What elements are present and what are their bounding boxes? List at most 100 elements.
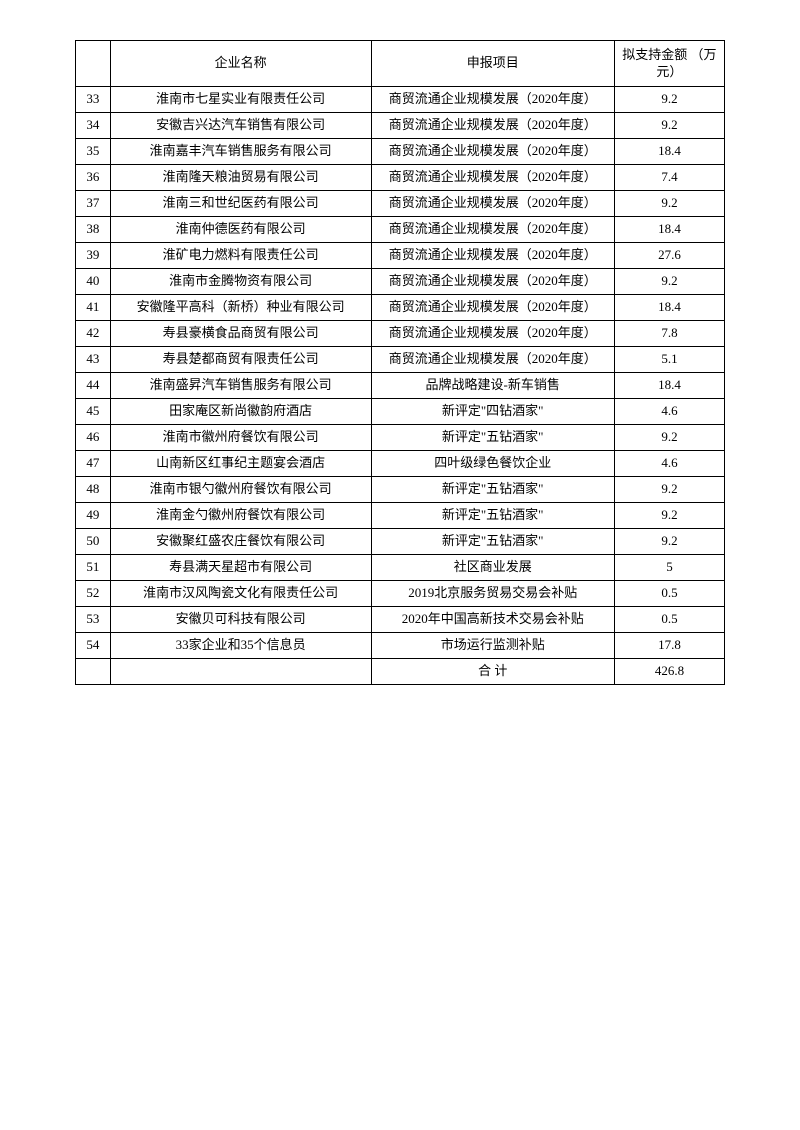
cell-amount: 9.2 xyxy=(614,477,724,503)
total-index-cell xyxy=(76,659,111,685)
cell-amount: 4.6 xyxy=(614,399,724,425)
cell-project: 新评定"五钻酒家" xyxy=(371,503,614,529)
total-label-cell: 合 计 xyxy=(371,659,614,685)
cell-company: 安徽吉兴达汽车销售有限公司 xyxy=(110,113,371,139)
cell-company: 寿县豪横食品商贸有限公司 xyxy=(110,321,371,347)
table-row: 36淮南隆天粮油贸易有限公司商贸流通企业规模发展（2020年度）7.4 xyxy=(76,165,725,191)
cell-company: 安徽聚红盛农庄餐饮有限公司 xyxy=(110,529,371,555)
cell-amount: 18.4 xyxy=(614,373,724,399)
cell-company: 淮南市七星实业有限责任公司 xyxy=(110,87,371,113)
cell-project: 2019北京服务贸易交易会补贴 xyxy=(371,581,614,607)
cell-index: 37 xyxy=(76,191,111,217)
cell-amount: 18.4 xyxy=(614,217,724,243)
cell-company: 淮南金勺徽州府餐饮有限公司 xyxy=(110,503,371,529)
cell-project: 商贸流通企业规模发展（2020年度） xyxy=(371,139,614,165)
cell-company: 淮南市金腾物资有限公司 xyxy=(110,269,371,295)
table-row: 50安徽聚红盛农庄餐饮有限公司新评定"五钻酒家"9.2 xyxy=(76,529,725,555)
table-row: 40淮南市金腾物资有限公司商贸流通企业规模发展（2020年度）9.2 xyxy=(76,269,725,295)
table-row: 39淮矿电力燃料有限责任公司商贸流通企业规模发展（2020年度）27.6 xyxy=(76,243,725,269)
cell-index: 41 xyxy=(76,295,111,321)
table-header-row: 企业名称 申报项目 拟支持金额 （万元） xyxy=(76,41,725,87)
cell-company: 淮南市徽州府餐饮有限公司 xyxy=(110,425,371,451)
cell-project: 四叶级绿色餐饮企业 xyxy=(371,451,614,477)
cell-company: 33家企业和35个信息员 xyxy=(110,633,371,659)
cell-amount: 4.6 xyxy=(614,451,724,477)
table-row: 53安徽贝可科技有限公司2020年中国高新技术交易会补贴0.5 xyxy=(76,607,725,633)
cell-index: 33 xyxy=(76,87,111,113)
cell-index: 45 xyxy=(76,399,111,425)
cell-company: 安徽贝可科技有限公司 xyxy=(110,607,371,633)
cell-index: 35 xyxy=(76,139,111,165)
cell-amount: 7.4 xyxy=(614,165,724,191)
cell-company: 淮南盛昇汽车销售服务有限公司 xyxy=(110,373,371,399)
cell-project: 市场运行监测补贴 xyxy=(371,633,614,659)
cell-amount: 7.8 xyxy=(614,321,724,347)
cell-company: 山南新区红事纪主题宴会酒店 xyxy=(110,451,371,477)
cell-index: 44 xyxy=(76,373,111,399)
cell-company: 田家庵区新尚徽韵府酒店 xyxy=(110,399,371,425)
total-amount-cell: 426.8 xyxy=(614,659,724,685)
cell-project: 品牌战略建设-新车销售 xyxy=(371,373,614,399)
table-row: 35淮南嘉丰汽车销售服务有限公司商贸流通企业规模发展（2020年度）18.4 xyxy=(76,139,725,165)
table-row: 43寿县楚都商贸有限责任公司商贸流通企业规模发展（2020年度）5.1 xyxy=(76,347,725,373)
cell-index: 39 xyxy=(76,243,111,269)
cell-project: 新评定"五钻酒家" xyxy=(371,425,614,451)
cell-index: 53 xyxy=(76,607,111,633)
cell-project: 商贸流通企业规模发展（2020年度） xyxy=(371,269,614,295)
cell-project: 商贸流通企业规模发展（2020年度） xyxy=(371,347,614,373)
cell-index: 48 xyxy=(76,477,111,503)
cell-company: 安徽隆平高科（新桥）种业有限公司 xyxy=(110,295,371,321)
table-row: 47山南新区红事纪主题宴会酒店四叶级绿色餐饮企业4.6 xyxy=(76,451,725,477)
cell-project: 商贸流通企业规模发展（2020年度） xyxy=(371,243,614,269)
cell-company: 淮南市汉风陶瓷文化有限责任公司 xyxy=(110,581,371,607)
cell-amount: 9.2 xyxy=(614,503,724,529)
header-company: 企业名称 xyxy=(110,41,371,87)
cell-project: 商贸流通企业规模发展（2020年度） xyxy=(371,217,614,243)
cell-project: 商贸流通企业规模发展（2020年度） xyxy=(371,191,614,217)
cell-index: 38 xyxy=(76,217,111,243)
total-company-cell xyxy=(110,659,371,685)
cell-amount: 9.2 xyxy=(614,87,724,113)
cell-amount: 17.8 xyxy=(614,633,724,659)
cell-project: 新评定"四钻酒家" xyxy=(371,399,614,425)
table-body: 33淮南市七星实业有限责任公司商贸流通企业规模发展（2020年度）9.234安徽… xyxy=(76,87,725,685)
cell-project: 商贸流通企业规模发展（2020年度） xyxy=(371,321,614,347)
cell-project: 商贸流通企业规模发展（2020年度） xyxy=(371,295,614,321)
cell-company: 寿县满天星超市有限公司 xyxy=(110,555,371,581)
cell-index: 34 xyxy=(76,113,111,139)
cell-index: 51 xyxy=(76,555,111,581)
cell-index: 46 xyxy=(76,425,111,451)
cell-amount: 9.2 xyxy=(614,269,724,295)
table-row: 42寿县豪横食品商贸有限公司商贸流通企业规模发展（2020年度）7.8 xyxy=(76,321,725,347)
cell-amount: 9.2 xyxy=(614,113,724,139)
header-project: 申报项目 xyxy=(371,41,614,87)
table-row: 45田家庵区新尚徽韵府酒店新评定"四钻酒家"4.6 xyxy=(76,399,725,425)
cell-index: 52 xyxy=(76,581,111,607)
cell-amount: 5 xyxy=(614,555,724,581)
table-row: 46淮南市徽州府餐饮有限公司新评定"五钻酒家"9.2 xyxy=(76,425,725,451)
cell-company: 淮南市银勺徽州府餐饮有限公司 xyxy=(110,477,371,503)
cell-project: 商贸流通企业规模发展（2020年度） xyxy=(371,165,614,191)
table-row: 48淮南市银勺徽州府餐饮有限公司新评定"五钻酒家"9.2 xyxy=(76,477,725,503)
table-row: 38淮南仲德医药有限公司商贸流通企业规模发展（2020年度）18.4 xyxy=(76,217,725,243)
table-row: 33淮南市七星实业有限责任公司商贸流通企业规模发展（2020年度）9.2 xyxy=(76,87,725,113)
cell-amount: 0.5 xyxy=(614,607,724,633)
table-row: 52淮南市汉风陶瓷文化有限责任公司2019北京服务贸易交易会补贴0.5 xyxy=(76,581,725,607)
cell-company: 淮南仲德医药有限公司 xyxy=(110,217,371,243)
table-row: 44淮南盛昇汽车销售服务有限公司品牌战略建设-新车销售18.4 xyxy=(76,373,725,399)
header-index xyxy=(76,41,111,87)
table-row: 5433家企业和35个信息员市场运行监测补贴17.8 xyxy=(76,633,725,659)
cell-company: 淮南隆天粮油贸易有限公司 xyxy=(110,165,371,191)
cell-project: 新评定"五钻酒家" xyxy=(371,529,614,555)
cell-index: 43 xyxy=(76,347,111,373)
header-amount: 拟支持金额 （万元） xyxy=(614,41,724,87)
table-total-row: 合 计426.8 xyxy=(76,659,725,685)
cell-project: 商贸流通企业规模发展（2020年度） xyxy=(371,87,614,113)
cell-project: 新评定"五钻酒家" xyxy=(371,477,614,503)
cell-index: 49 xyxy=(76,503,111,529)
cell-project: 商贸流通企业规模发展（2020年度） xyxy=(371,113,614,139)
cell-amount: 9.2 xyxy=(614,425,724,451)
cell-amount: 5.1 xyxy=(614,347,724,373)
cell-company: 淮南嘉丰汽车销售服务有限公司 xyxy=(110,139,371,165)
cell-amount: 18.4 xyxy=(614,295,724,321)
